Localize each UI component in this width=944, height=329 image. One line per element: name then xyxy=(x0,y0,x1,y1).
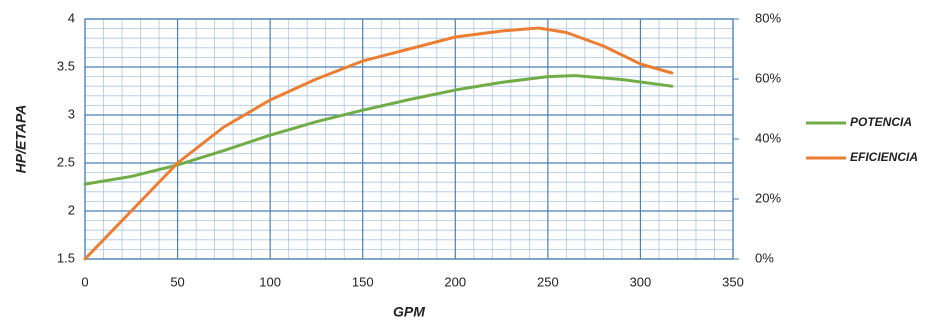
y-tick-label: 1.5 xyxy=(57,250,75,265)
x-tick-label: 0 xyxy=(81,274,88,289)
plot-frame xyxy=(84,18,734,260)
y-tick-label: 3 xyxy=(68,106,75,121)
y-tick-label: 2 xyxy=(68,202,75,217)
y2-tick-label: 20% xyxy=(755,190,781,205)
legend-label: EFICIENCIA xyxy=(850,150,918,164)
x-tick-label: 250 xyxy=(537,274,559,289)
x-tick-label: 150 xyxy=(352,274,374,289)
series-line xyxy=(83,74,674,186)
x-tick-label: 200 xyxy=(444,274,466,289)
y2-tick-label: 80% xyxy=(755,10,781,25)
x-tick-label: 350 xyxy=(722,274,744,289)
x-tick-label: 50 xyxy=(170,274,184,289)
y2-tick-label: 0% xyxy=(755,250,774,265)
y-tick-label: 3.5 xyxy=(57,58,75,73)
y-tick-label: 4 xyxy=(68,10,75,25)
x-tick-label: 100 xyxy=(259,274,281,289)
x-axis-title: GPM xyxy=(393,304,425,320)
legend-label: POTENCIA xyxy=(850,115,912,129)
series-line xyxy=(83,26,674,261)
y2-tick-label: 40% xyxy=(755,130,781,145)
y-axis-title: HP/ETAPA xyxy=(13,105,29,174)
y2-tick-label: 60% xyxy=(755,70,781,85)
x-tick-label: 300 xyxy=(630,274,652,289)
y-tick-label: 2.5 xyxy=(57,154,75,169)
